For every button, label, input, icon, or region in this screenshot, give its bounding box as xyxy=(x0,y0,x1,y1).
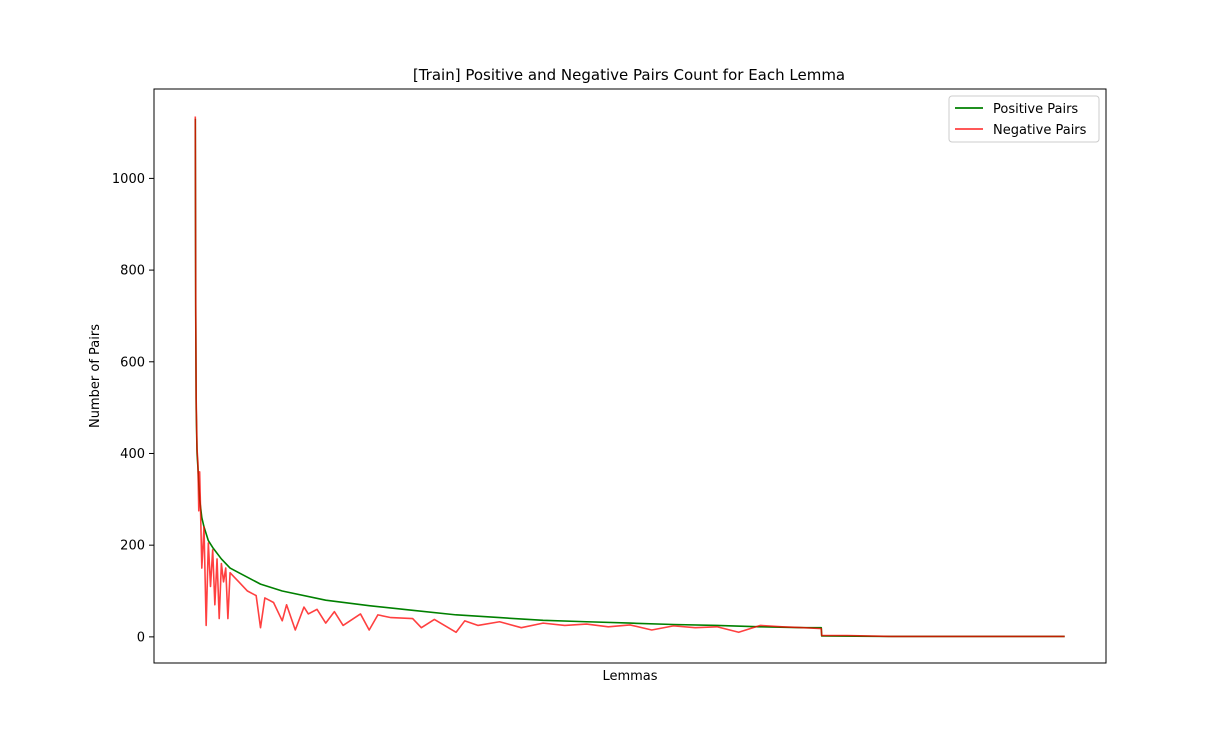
legend: Positive Pairs Negative Pairs xyxy=(948,95,1100,143)
y-tick-label: 600 xyxy=(120,355,145,370)
positive-pairs-line xyxy=(194,118,1065,638)
y-tick-label: 400 xyxy=(120,447,145,462)
chart-title: [Train] Positive and Negative Pairs Coun… xyxy=(413,66,845,84)
plot-area xyxy=(153,88,1107,664)
y-axis-ticks: 0 200 400 600 800 1000 xyxy=(112,172,154,645)
y-tick-label: 0 xyxy=(137,630,145,645)
negative-pairs-line xyxy=(194,116,1065,638)
axes-frame xyxy=(153,88,1107,664)
y-tick-label: 200 xyxy=(120,539,145,554)
y-tick-label: 800 xyxy=(120,264,145,279)
y-axis-label: Number of Pairs xyxy=(88,324,103,428)
x-axis-label: Lemmas xyxy=(602,669,657,684)
series-layer xyxy=(194,116,1065,638)
legend-label-negative: Negative Pairs xyxy=(993,123,1087,138)
legend-label-positive: Positive Pairs xyxy=(993,102,1078,117)
y-tick-label: 1000 xyxy=(112,172,145,187)
legend-frame xyxy=(948,95,1100,143)
